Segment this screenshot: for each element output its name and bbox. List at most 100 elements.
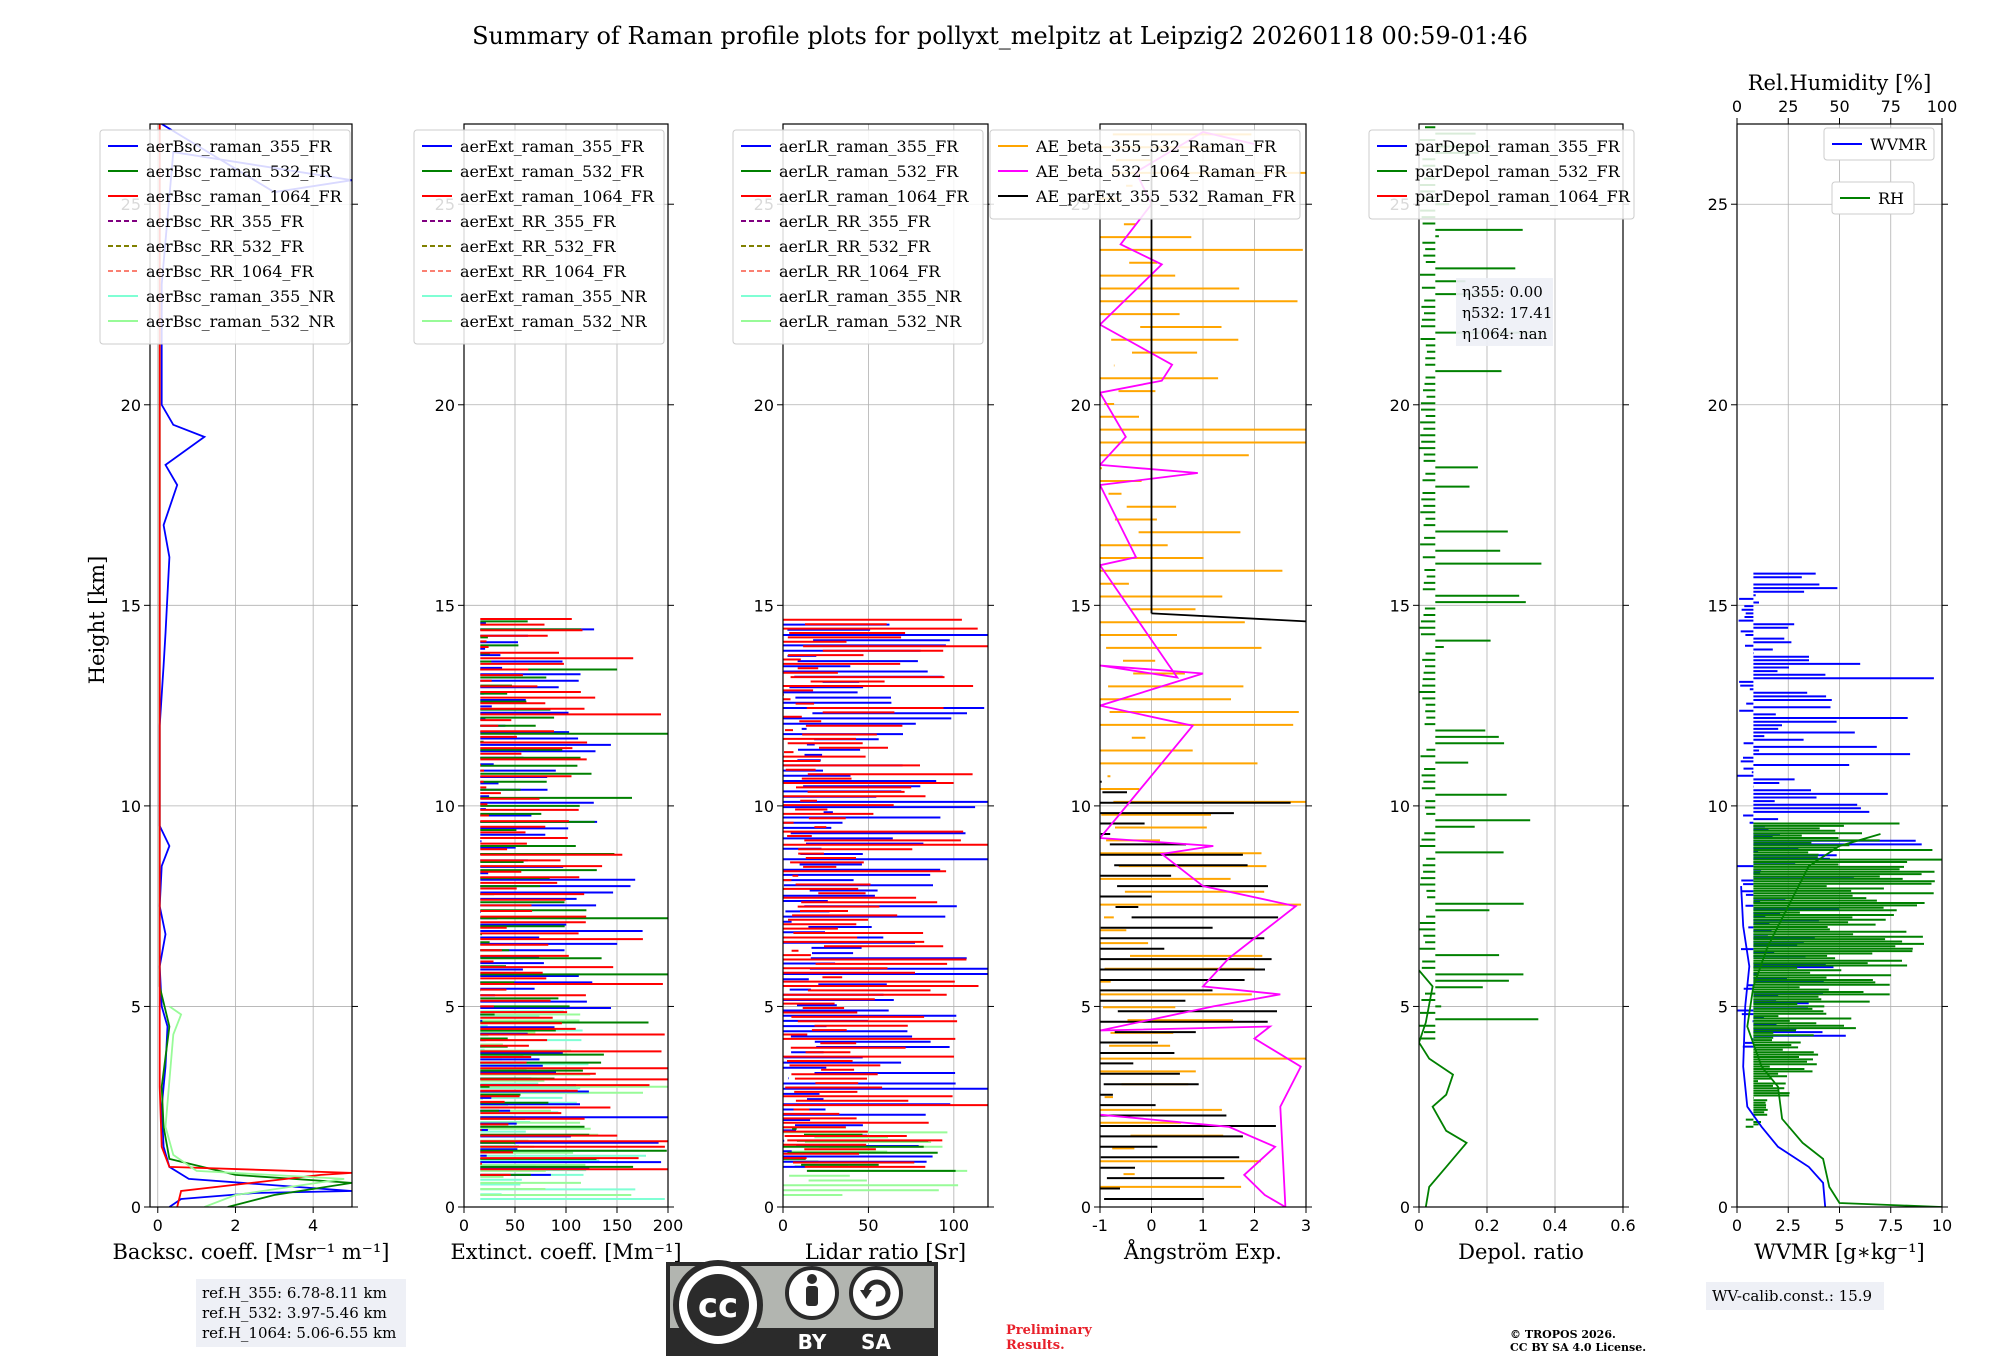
y-tick-label: 0 xyxy=(1718,1198,1728,1217)
legend-entry: AE_parExt_355_532_Raman_FR xyxy=(1035,187,1296,206)
wv-calib-box: WV-calib.const.: 15.9 xyxy=(1706,1282,1884,1310)
data-marks-wv xyxy=(1737,572,1942,1207)
x2-tick-label: 50 xyxy=(1829,97,1849,116)
y-tick-label: 20 xyxy=(1708,396,1728,415)
sa-circle-icon xyxy=(849,1266,903,1320)
legend-entry: aerExt_raman_355_NR xyxy=(460,287,648,306)
x-tick-label: 2 xyxy=(1249,1216,1259,1235)
y-tick-label: 5 xyxy=(445,997,455,1016)
profile-red xyxy=(158,124,352,1207)
eta-line: η1064: nan xyxy=(1462,325,1548,343)
y-tick-label: 0 xyxy=(445,1198,455,1217)
y-tick-label: 15 xyxy=(121,596,141,615)
x-tick-label: 50 xyxy=(505,1216,525,1235)
legend-box xyxy=(1823,127,1935,161)
y-tick-label: 0 xyxy=(1081,1198,1091,1217)
x-tick-label: 2 xyxy=(230,1216,240,1235)
y-tick-label: 0 xyxy=(1400,1198,1410,1217)
legend-entry: aerBsc_RR_532_FR xyxy=(146,237,304,256)
y-tick-label: 15 xyxy=(754,596,774,615)
cc-by-label: BY xyxy=(798,1330,827,1354)
y-tick-label: 20 xyxy=(754,396,774,415)
x-tick-label: 0 xyxy=(778,1216,788,1235)
x-axis-label-depol: Depol. ratio xyxy=(1458,1240,1584,1264)
profile-green xyxy=(1419,969,1468,1207)
y-tick-label: 10 xyxy=(435,797,455,816)
by-person-head-icon xyxy=(807,1274,817,1284)
x-tick-label: 200 xyxy=(653,1216,684,1235)
noise-series-blue xyxy=(783,623,988,1168)
y-tick-label: 0 xyxy=(131,1198,141,1217)
data-marks-ext xyxy=(480,618,668,1200)
x-tick-label: 2.5 xyxy=(1776,1216,1801,1235)
y-tick-label: 0 xyxy=(764,1198,774,1217)
panel-ae: -101230510152025Ångström Exp.AE_beta_355… xyxy=(989,123,1312,1264)
preliminary-note-line2: Results. xyxy=(1006,1338,1065,1353)
legend-entry: AE_beta_355_532_Raman_FR xyxy=(1035,137,1277,156)
figure-title: Summary of Raman profile plots for polly… xyxy=(472,22,1528,50)
legend-entry: RH xyxy=(1878,189,1904,208)
x-tick-label: 0 xyxy=(1414,1216,1424,1235)
y-tick-label: 15 xyxy=(1071,596,1091,615)
cc-license-badge: cc BY SA xyxy=(666,1260,938,1356)
legend-entry: aerLR_raman_532_NR xyxy=(779,312,962,331)
y-tick-label: 25 xyxy=(1708,195,1728,214)
x-tick-label: 0.4 xyxy=(1542,1216,1567,1235)
y-tick-label: 5 xyxy=(764,997,774,1016)
legend-entry: aerBsc_raman_532_NR xyxy=(146,312,335,331)
axes-frame xyxy=(782,123,989,1208)
x-tick-label: 5 xyxy=(1834,1216,1844,1235)
eta-background xyxy=(1456,278,1553,346)
data-marks-depol xyxy=(1419,126,1542,1207)
legend-entry: aerBsc_RR_355_FR xyxy=(146,212,304,231)
panel-bsc: 0240510152025Backsc. coeff. [Msr⁻¹ m⁻¹]a… xyxy=(99,123,390,1264)
legend-entry: parDepol_raman_1064_FR xyxy=(1415,187,1631,206)
noise-series-green xyxy=(1745,822,1942,1128)
profile-magenta xyxy=(1100,131,1302,1207)
y-tick-label: 10 xyxy=(754,797,774,816)
profile-blue xyxy=(1740,886,1827,1207)
y-tick-label: 20 xyxy=(1390,396,1410,415)
noise-series-red xyxy=(480,618,668,1176)
eta-line: η532: 17.41 xyxy=(1462,304,1552,322)
y-tick-label: 10 xyxy=(1071,797,1091,816)
legend-entry: aerBsc_RR_1064_FR xyxy=(146,262,315,281)
axes-frame xyxy=(1418,123,1624,1208)
x-tick-label: 7.5 xyxy=(1878,1216,1903,1235)
wv-calib-text: WV-calib.const.: 15.9 xyxy=(1712,1287,1872,1305)
x2-tick-label: 0 xyxy=(1732,97,1742,116)
x-tick-label: -1 xyxy=(1092,1216,1108,1235)
x-axis-label-bsc: Backsc. coeff. [Msr⁻¹ m⁻¹] xyxy=(113,1240,390,1264)
x2-tick-label: 100 xyxy=(1927,97,1958,116)
x2-tick-label: 25 xyxy=(1778,97,1798,116)
x-tick-label: 0 xyxy=(1732,1216,1742,1235)
copyright-line2: CC BY SA 4.0 License. xyxy=(1510,1341,1646,1354)
x-tick-label: 50 xyxy=(858,1216,878,1235)
eta-line: η355: 0.00 xyxy=(1462,283,1543,301)
x-tick-label: 0.2 xyxy=(1474,1216,1499,1235)
legend-entry: WVMR xyxy=(1870,135,1927,154)
legend-entry: parDepol_raman_355_FR xyxy=(1415,137,1621,156)
x-tick-label: 0 xyxy=(1146,1216,1156,1235)
legend-entry: parDepol_raman_532_FR xyxy=(1415,162,1621,181)
profile-palegreen xyxy=(164,1005,345,1207)
x-tick-label: 1 xyxy=(1198,1216,1208,1235)
profile-green xyxy=(1746,833,1942,1207)
copyright-line1: © TROPOS 2026. xyxy=(1510,1328,1616,1341)
noise-series-green xyxy=(1419,126,1542,1040)
x2-axis-label: Rel.Humidity [%] xyxy=(1748,71,1932,95)
panel-lr: 0501000510152025Lidar ratio [Sr]aerLR_ra… xyxy=(732,123,994,1264)
legend-entry: aerExt_raman_355_FR xyxy=(460,137,645,156)
y-tick-label: 10 xyxy=(1390,797,1410,816)
ref-height-1064: ref.H_1064: 5.06-6.55 km xyxy=(202,1324,396,1342)
cc-letters-icon: cc xyxy=(698,1286,738,1326)
x-axis-label-wv: WVMR [g∗kg⁻¹] xyxy=(1754,1240,1925,1264)
sa-arrowhead-icon xyxy=(860,1290,872,1299)
legend-entry: AE_beta_532_1064_Raman_FR xyxy=(1035,162,1287,181)
x-tick-label: 100 xyxy=(551,1216,582,1235)
legend-entry: aerLR_RR_532_FR xyxy=(779,237,931,256)
x-axis-label-lr: Lidar ratio [Sr] xyxy=(805,1240,966,1264)
cc-inner-icon xyxy=(687,1274,749,1336)
panel-ext: 0501001502000510152025Extinct. coeff. [M… xyxy=(413,123,684,1264)
legend-entry: aerBsc_raman_532_FR xyxy=(146,162,332,181)
